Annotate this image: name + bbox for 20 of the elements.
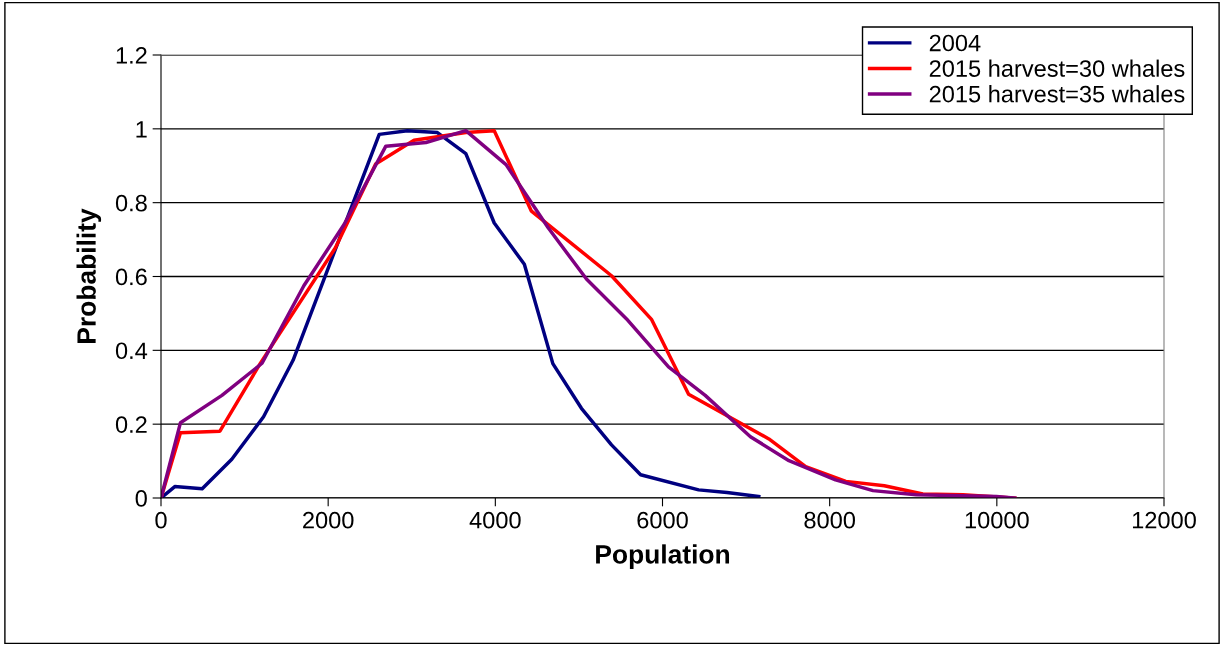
y-tick-label: 0.8 xyxy=(115,194,147,212)
x-tick-label: 6000 xyxy=(637,511,688,529)
y-axis-title: Probability xyxy=(76,208,102,343)
legend-label: 2015 harvest=35 whales xyxy=(929,85,1185,103)
y-tick-label: 0.4 xyxy=(115,342,148,360)
x-tick-label: 2000 xyxy=(303,511,354,529)
x-tick-label: 8000 xyxy=(804,511,856,529)
y-tick-label: 0.2 xyxy=(115,416,147,433)
legend-label: 2004 xyxy=(929,34,981,52)
x-axis-title: Population xyxy=(596,544,730,569)
x-tick-label: 12000 xyxy=(1132,511,1196,529)
x-tick-label: 10000 xyxy=(965,511,1029,529)
line-series xyxy=(161,128,761,498)
y-tick-label: 0.6 xyxy=(115,268,147,286)
y-tick-label: 0 xyxy=(135,490,147,507)
y-tick-label: 1 xyxy=(136,121,147,138)
y-tick-label: 1.2 xyxy=(116,47,147,64)
legend-label: 2015 harvest=30 whales xyxy=(929,59,1185,77)
x-tick-label: 0 xyxy=(155,511,167,529)
x-tick-label: 4000 xyxy=(469,511,521,529)
